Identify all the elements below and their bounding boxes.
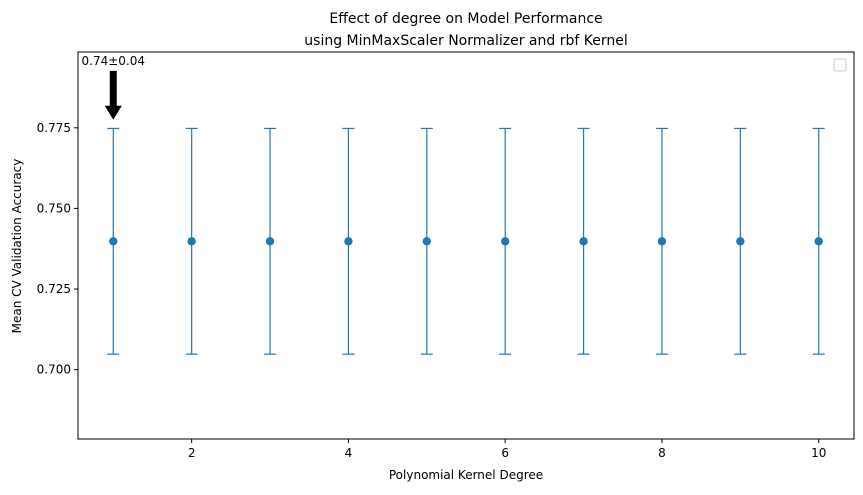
data-point xyxy=(422,237,432,246)
y-tick-label: 0.700 xyxy=(37,363,71,377)
y-tick-label: 0.750 xyxy=(37,201,71,215)
data-point xyxy=(579,237,588,246)
x-tick-label: 8 xyxy=(658,446,666,460)
y-tick-label: 0.725 xyxy=(37,282,71,296)
plot-frame xyxy=(77,51,855,440)
data-point xyxy=(500,237,510,246)
y-tick-label: 0.775 xyxy=(37,121,71,135)
annotation-arrow xyxy=(104,70,122,120)
data-point xyxy=(109,237,118,246)
x-tick-label: 4 xyxy=(345,446,353,460)
data-point xyxy=(736,237,745,246)
data-point xyxy=(657,237,667,246)
data-point xyxy=(265,237,275,246)
data-point xyxy=(187,237,196,246)
y-axis-label: Mean CV Validation Accuracy xyxy=(10,159,24,334)
x-tick-label: 6 xyxy=(501,446,509,460)
chart-title-line2: using MinMaxScaler Normalizer and rbf Ke… xyxy=(304,33,627,49)
plot-area: 2 4 6 8 10 0.700 0.725 0.750 0.775 0.74±0.04 xyxy=(37,51,855,460)
legend-box xyxy=(833,58,847,72)
data-point xyxy=(344,237,353,246)
x-tick-label: 10 xyxy=(811,446,826,460)
chart-title-line1: Effect of degree on Model Performance xyxy=(329,11,602,27)
x-axis-label: Polynomial Kernel Degree xyxy=(389,468,543,482)
annotation-label: 0.74±0.04 xyxy=(82,54,146,68)
data-point xyxy=(814,237,823,246)
x-tick-label: 2 xyxy=(188,446,196,460)
